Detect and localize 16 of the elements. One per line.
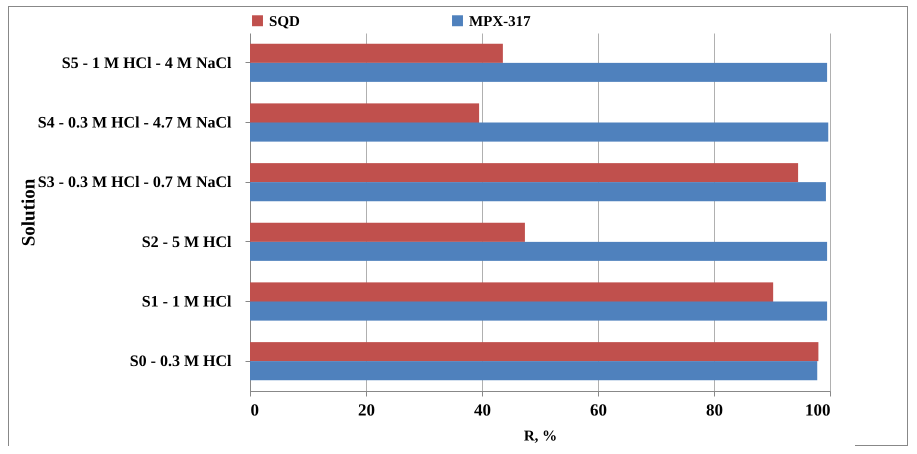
- x-tick-label: 100: [805, 400, 830, 420]
- y-tick-label: S2 - 5 M HCl: [142, 234, 232, 251]
- x-axis-title: R, %: [524, 428, 558, 444]
- y-tick-label: S1 - 1 M HCl: [142, 294, 232, 310]
- x-tick-label: 20: [358, 400, 375, 420]
- y-tick-label: S5 - 1 M HCl - 4 M NaCl: [62, 54, 232, 72]
- x-tick-label: 60: [590, 400, 607, 420]
- legend-label: SQD: [269, 14, 300, 30]
- y-tick-label: S3 - 0.3 M HCl - 0.7 M NaCl: [38, 174, 232, 192]
- y-tick-label: S4 - 0.3 M HCl - 4.7 M NaCl: [38, 114, 232, 132]
- x-tick-label: 40: [474, 400, 491, 420]
- legend-label: MPX-317: [469, 14, 532, 30]
- y-tick-label: S0 - 0.3 M HCl: [130, 353, 232, 370]
- y-axis-title: Solution: [18, 178, 40, 246]
- x-tick-label: 0: [250, 400, 259, 420]
- x-tick-label: 80: [706, 400, 723, 420]
